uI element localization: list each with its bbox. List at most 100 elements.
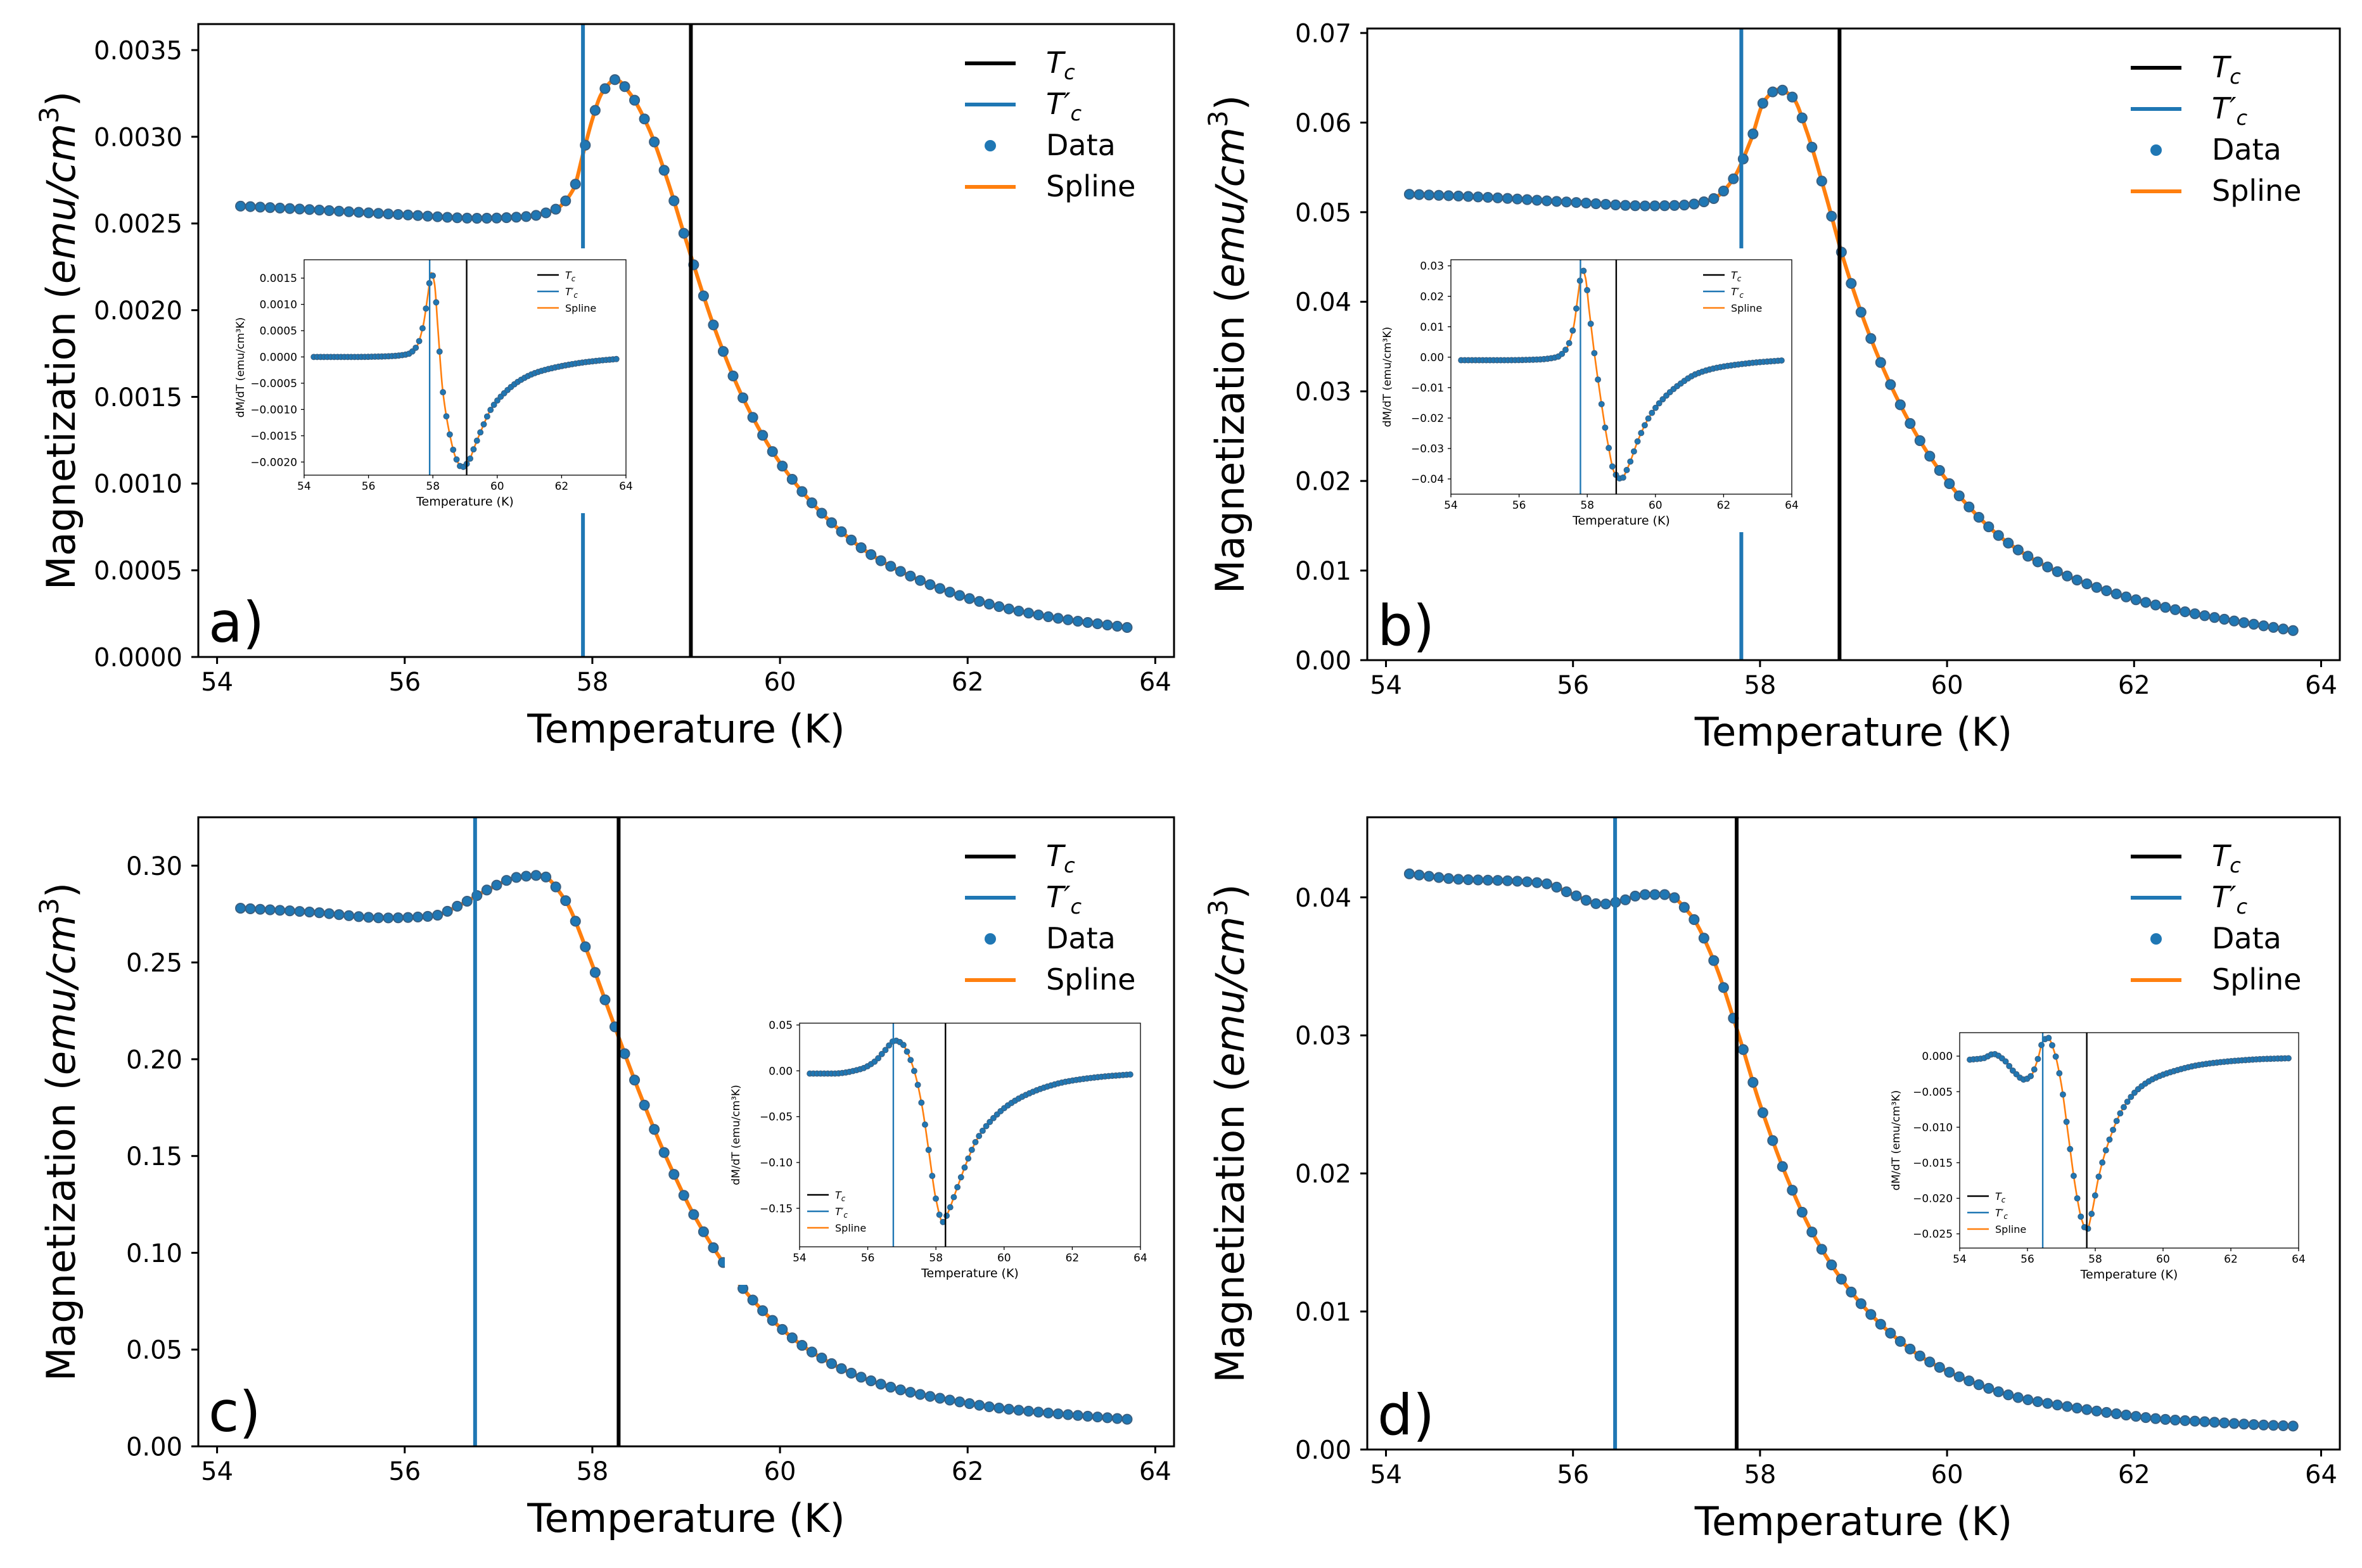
legend-data-label-main: Data xyxy=(2212,921,2282,955)
panel-b-data-point xyxy=(1453,190,1464,202)
panel-c-data-point xyxy=(1013,1405,1025,1416)
panel-b-data-point xyxy=(1482,191,1493,203)
panel-c-data-point xyxy=(649,1124,660,1135)
legend-tcp-label-main: T′ xyxy=(2212,91,2237,125)
panel-b-data-point xyxy=(1590,198,1602,210)
panel-d-data-point xyxy=(1924,1356,1936,1368)
panel-b-data-point xyxy=(1846,277,1857,289)
inset-chart: 54 56 58 60 62 64 −0.04 −0.03 −0.02 −0.01 0.00 0.01… xyxy=(1381,259,1799,528)
panel-c-frame xyxy=(197,816,1175,1448)
panel-d-data-point xyxy=(1747,1076,1759,1088)
panel-b-data-point xyxy=(1571,197,1582,208)
inset-b-data-point xyxy=(1641,422,1648,429)
panel-c-data-point xyxy=(570,915,581,927)
inset-y-axis-label: dM/dT (emu/cm³K) xyxy=(234,317,247,417)
inset-y-axis-label: dM/dT (emu/cm³K) xyxy=(1890,1090,1903,1190)
inset-c-data-point xyxy=(961,1164,968,1171)
panel-d-data-point xyxy=(1571,890,1582,902)
inset-a-x-tick-label: 64 xyxy=(619,480,633,493)
inset-a-data-point xyxy=(470,446,477,453)
inset-d-data-point xyxy=(2128,1093,2135,1100)
panel-a-data-point xyxy=(816,507,827,519)
panel-d-data-point xyxy=(1600,898,1611,910)
chart-panel-d: 54 56 58 60 62 64 0.00 0.01 0.02 0.03 0.04 Temperat… xyxy=(1203,816,2341,1545)
panel-b-data-point xyxy=(1472,191,1484,203)
panel-a-data-point xyxy=(1082,617,1094,628)
panel-b-y-tick-label: 0.06 xyxy=(1295,109,1351,138)
legend-tcp-label-sub: c xyxy=(1071,101,1082,125)
legend-spline-label-main: Spline xyxy=(2212,174,2301,208)
panel-b-data-point xyxy=(1875,357,1886,368)
inset-d-y-tick-label: −0.025 xyxy=(1913,1228,1953,1241)
inset-legend-tc-label-sub: c xyxy=(1737,274,1742,283)
inset-a-frame xyxy=(303,259,627,476)
panel-c-data-point xyxy=(589,967,601,978)
inset-c-data-point xyxy=(986,1118,993,1125)
inset-b-data-point xyxy=(1634,438,1641,445)
panel-b-data-point xyxy=(1423,189,1434,201)
panel-b-y-tick-label: 0.02 xyxy=(1295,468,1351,497)
panel-b-data-point xyxy=(1806,141,1818,153)
panel-c-data-point xyxy=(481,884,492,896)
inset-b-data-point xyxy=(1630,448,1637,455)
inset-legend-tc-label-main: T xyxy=(835,1189,842,1201)
inset-b-x-tick-label: 58 xyxy=(1580,499,1594,512)
panel-b-data-point xyxy=(2071,574,2083,586)
panel-c-y-tick-label: 0.10 xyxy=(126,1239,182,1268)
panel-b-data-point xyxy=(2003,537,2014,549)
inset-d-data-point xyxy=(2067,1145,2074,1152)
panel-a-data-point xyxy=(1072,616,1083,627)
inset-b-frame xyxy=(1450,259,1792,495)
inset-background xyxy=(1885,1021,2313,1286)
panel-a-x-tick-label: 56 xyxy=(388,668,421,697)
panel-b-data-point xyxy=(1403,189,1415,200)
panel-b-frame xyxy=(1366,27,2341,661)
panel-b-data-point xyxy=(2219,613,2230,625)
panel-c-data-point xyxy=(924,1391,936,1402)
panel-a-data-point xyxy=(935,583,946,594)
panel-a-data-point xyxy=(264,202,276,214)
y-axis-label: Magnetization (emu/cm3) xyxy=(34,883,84,1381)
legend-tc-label-main: T xyxy=(2212,839,2232,873)
panel-b-data-point xyxy=(2189,608,2200,620)
panel-b-data-point xyxy=(2022,551,2034,562)
legend-data-label-main: Data xyxy=(1046,921,1116,955)
legend-tc-label-sub: c xyxy=(1064,60,1075,84)
panel-a-data-point xyxy=(786,474,798,485)
panel-d-data-point xyxy=(1934,1361,1945,1373)
panel-a-data-point xyxy=(629,94,641,106)
panel-d-data-point xyxy=(1531,877,1543,888)
panel-a-y-tick-label: 0.0010 xyxy=(94,470,182,499)
inset-x-axis-label: Temperature (K) xyxy=(416,495,514,509)
panel-b-data-point xyxy=(1512,193,1523,205)
panel-b-data-point xyxy=(2209,612,2220,623)
y-axis-label-text: Magnetization ( xyxy=(1207,288,1253,594)
panel-c-data-point xyxy=(550,881,561,893)
inset-c-x-tick-label: 64 xyxy=(1133,1252,1147,1265)
panel-d-data-point xyxy=(1482,874,1493,886)
panel-d-data-point xyxy=(1521,876,1533,888)
panel-c-y-tick-label: 0.05 xyxy=(126,1336,182,1365)
panel-d-data-point xyxy=(1472,874,1484,886)
inset-c-frame xyxy=(799,1023,1141,1247)
panel-c-data-point xyxy=(629,1074,641,1086)
inset-c-data-point xyxy=(972,1138,979,1145)
panel-a-data-point xyxy=(1003,603,1014,615)
panel-c-data-point xyxy=(678,1190,689,1201)
panel-a-data-point xyxy=(619,81,630,92)
inset-c-data-point xyxy=(976,1133,983,1140)
panel-d-data-point xyxy=(2101,1406,2112,1418)
panel-a-data-point xyxy=(826,517,838,528)
inset-a-x-tick-label: 60 xyxy=(490,480,504,493)
panel-c-data-point xyxy=(806,1346,817,1358)
panel-a-data-point xyxy=(442,212,453,223)
panel-d-data-point xyxy=(1462,874,1474,886)
inset-c-data-point xyxy=(925,1147,932,1154)
panel-a-data-point xyxy=(1013,605,1025,617)
panel-d-data-point xyxy=(1492,875,1503,886)
inset-b-data-point xyxy=(1602,424,1609,431)
inset-b-data-point xyxy=(1569,327,1576,334)
inset-b-data-point xyxy=(1627,458,1634,465)
